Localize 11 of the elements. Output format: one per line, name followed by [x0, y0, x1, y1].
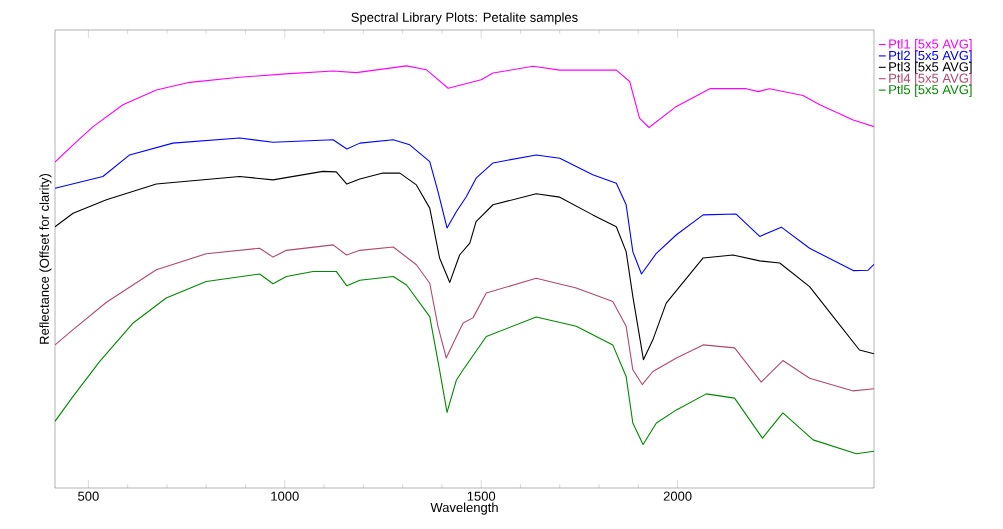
chart-title: Spectral Library Plots: Petalite samples [351, 12, 578, 25]
y-axis-title: Reflectance (Offset for clarity) [39, 173, 52, 344]
legend-label: Ptl5 [5x5 AVG] [889, 84, 972, 97]
legend-label: Ptl2 [5x5 AVG] [889, 50, 972, 63]
x-tick-label: 1000 [271, 491, 299, 501]
x-tick-label: 2000 [663, 491, 692, 501]
x-tick-label: 1500 [467, 491, 496, 501]
legend-label: Ptl4 [5x5 AVG] [889, 73, 972, 86]
x-axis-title: Wavelength [430, 502, 498, 515]
x-tick-label: 500 [78, 491, 99, 501]
legend-label: Ptl3 [5x5 AVG] [889, 61, 972, 74]
